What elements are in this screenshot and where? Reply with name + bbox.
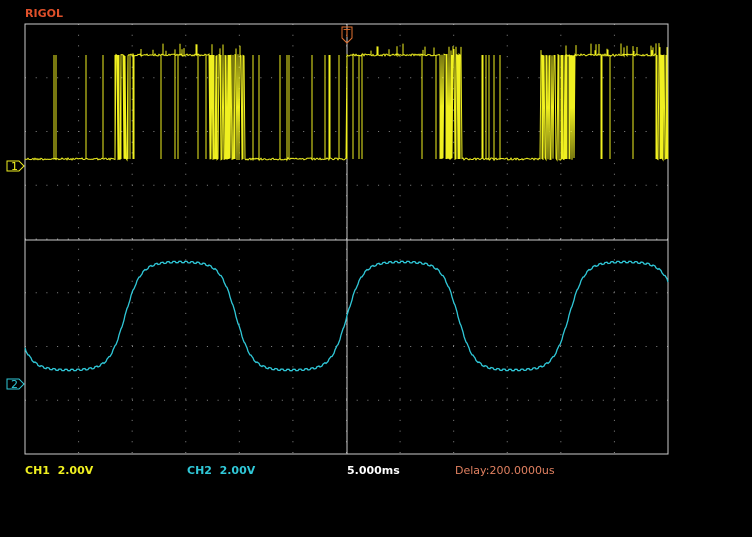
- ch1-marker-box: [6, 160, 25, 172]
- ch1-marker-label: 1: [11, 160, 18, 173]
- trigger-marker: T: [341, 26, 353, 44]
- ch2-waveform: [24, 260, 669, 372]
- ch1-scale: CH1 2.00V: [25, 464, 94, 477]
- ch2-marker-label: 2: [11, 378, 18, 391]
- trigger-marker-box: [341, 26, 353, 44]
- ch1-marker: 1: [6, 160, 25, 173]
- trigger-marker-label: T: [343, 27, 351, 40]
- delay: Delay:200.0000us: [455, 464, 555, 477]
- ch1-waveform: [24, 43, 669, 162]
- ch2-marker: 2: [6, 378, 25, 391]
- ch2-scale: CH2 2.00V: [187, 464, 256, 477]
- timebase: 5.000ms: [347, 464, 400, 477]
- ch2-marker-box: [6, 378, 25, 390]
- brand: RIGOL: [25, 7, 63, 20]
